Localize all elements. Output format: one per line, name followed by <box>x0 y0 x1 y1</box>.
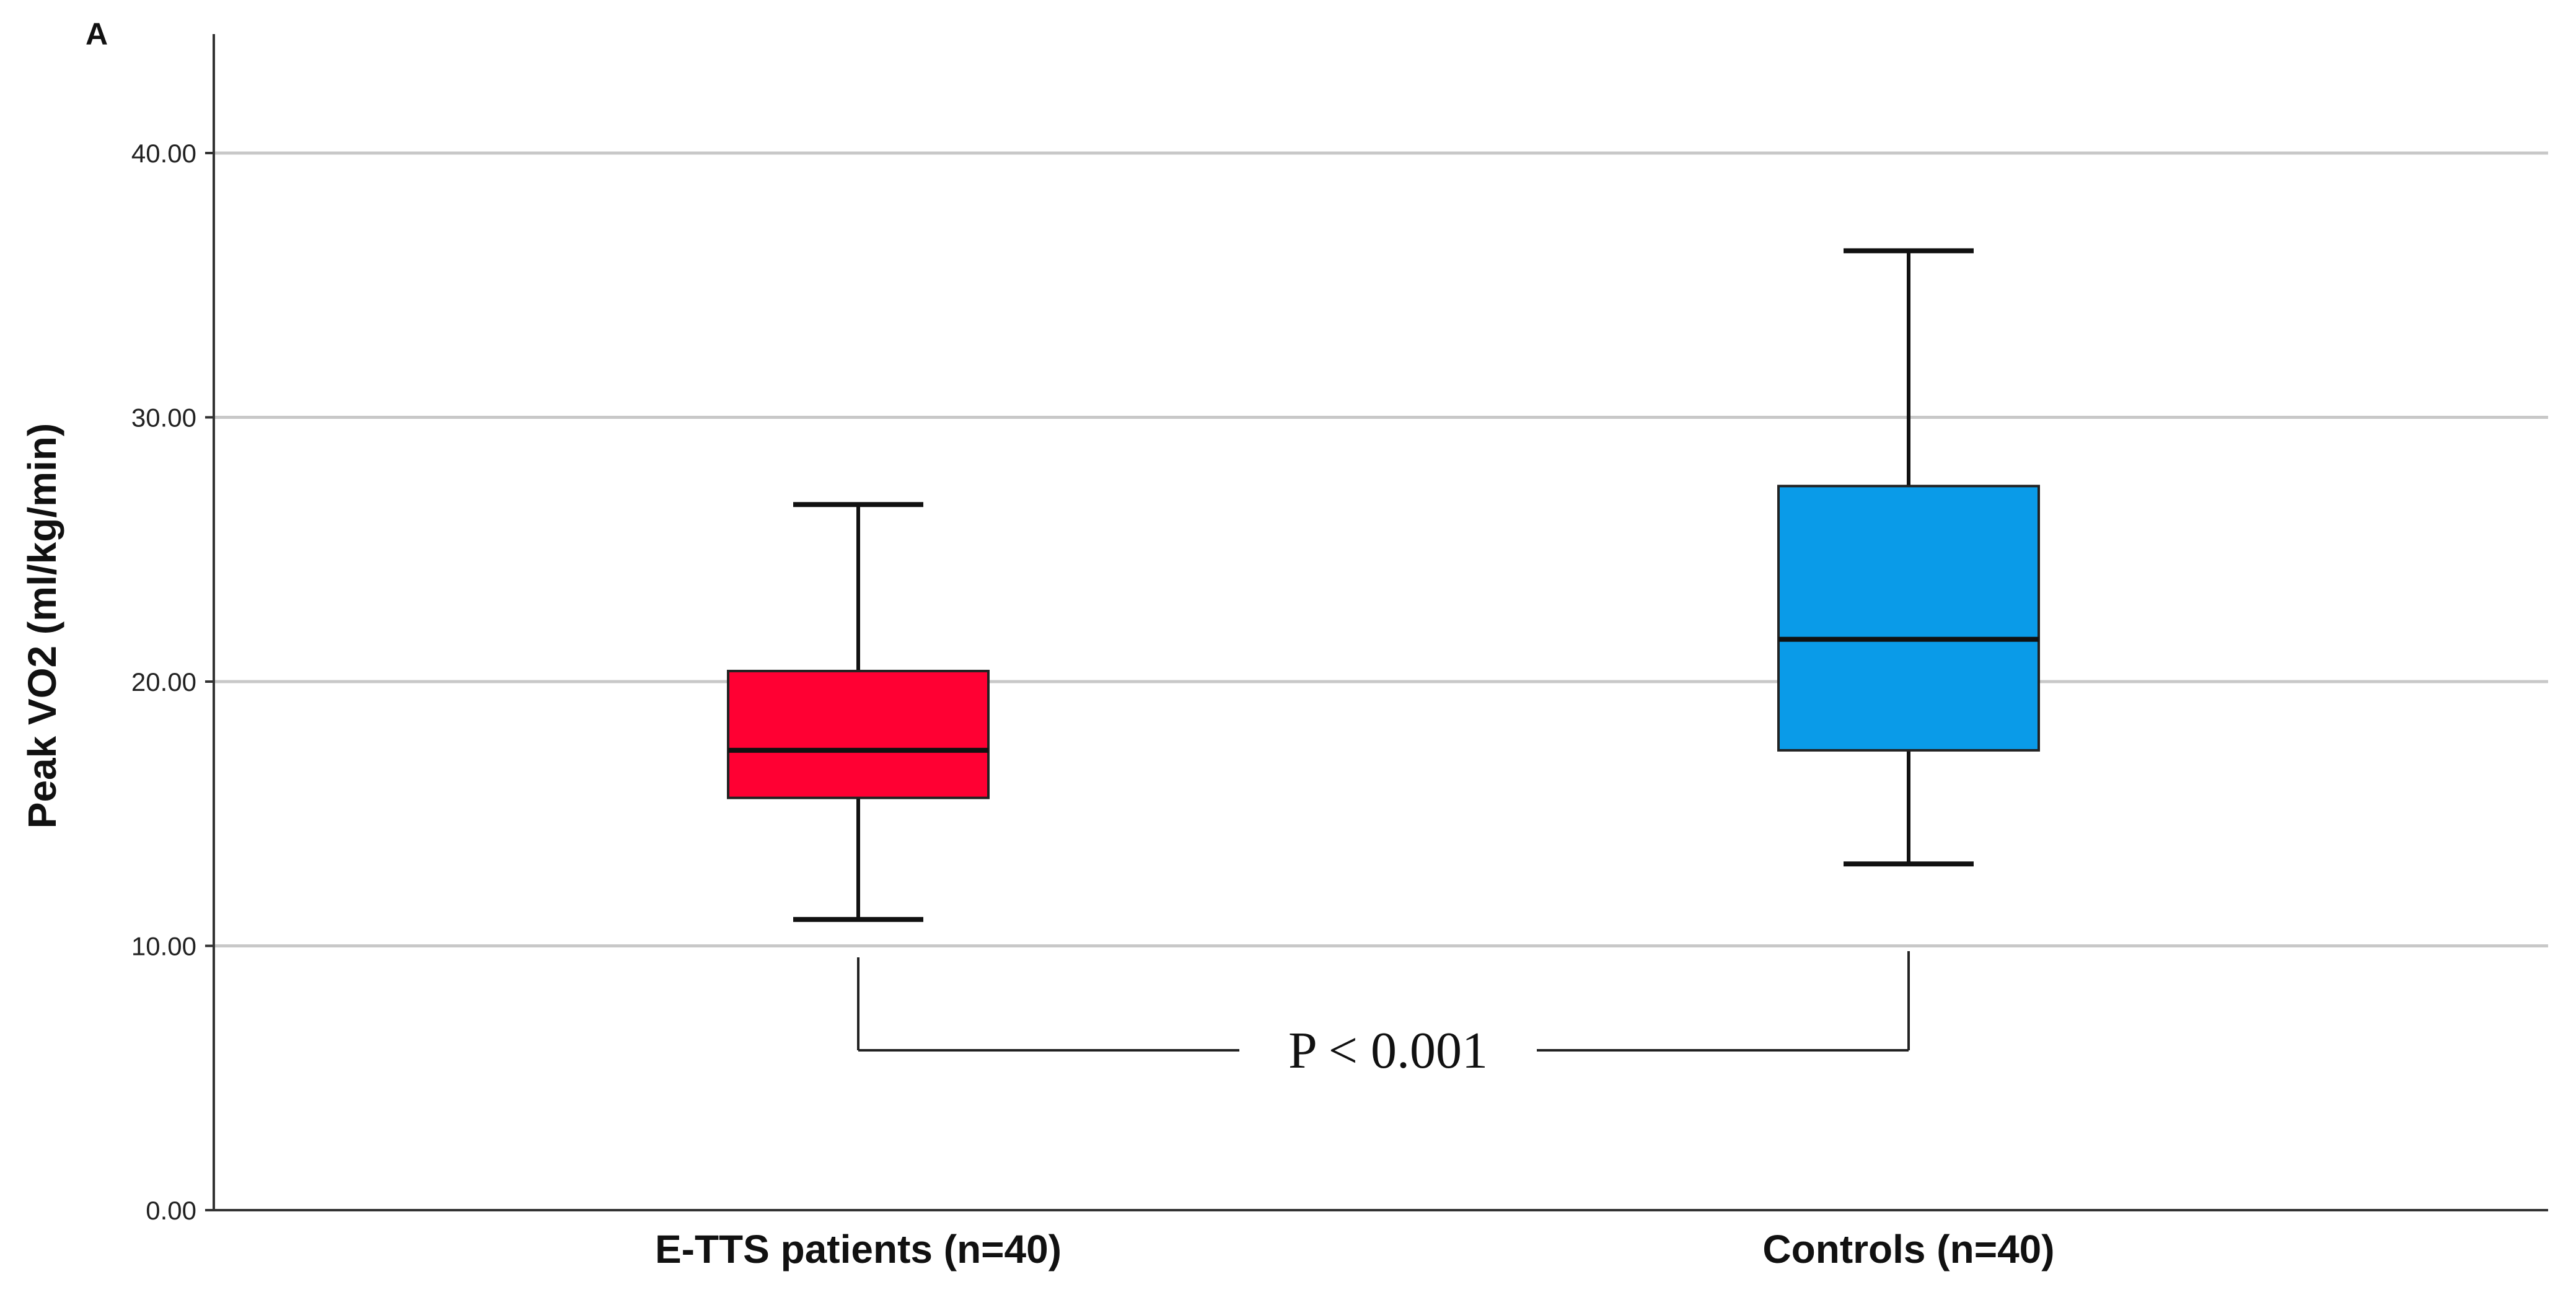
y-tick-label: 40.00 <box>131 139 196 168</box>
boxes <box>727 248 2040 922</box>
axes <box>205 34 2548 1211</box>
category-label: E-TTS patients (n=40) <box>655 1227 1062 1271</box>
panel-label: A <box>86 17 108 51</box>
iqr-box <box>1777 485 2040 752</box>
y-tick-label: 10.00 <box>131 932 196 961</box>
box-1 <box>727 502 990 922</box>
box-2 <box>1777 248 2040 867</box>
y-tick-labels: 0.00 10.00 20.00 30.00 40.00 <box>131 139 196 1225</box>
iqr-box <box>727 669 990 799</box>
category-labels: E-TTS patients (n=40) Controls (n=40) <box>655 1227 2055 1271</box>
y-axis-title: Peak VO2 (ml/kg/min) <box>20 423 64 828</box>
gridlines <box>214 151 2548 947</box>
y-tick-label: 20.00 <box>131 667 196 696</box>
y-tick-label: 0.00 <box>146 1196 196 1225</box>
p-value-label: P < 0.001 <box>1288 1022 1488 1079</box>
significance-annotation: P < 0.001 <box>857 951 1910 1079</box>
category-label: Controls (n=40) <box>1762 1227 2054 1271</box>
y-tick-label: 30.00 <box>131 403 196 433</box>
